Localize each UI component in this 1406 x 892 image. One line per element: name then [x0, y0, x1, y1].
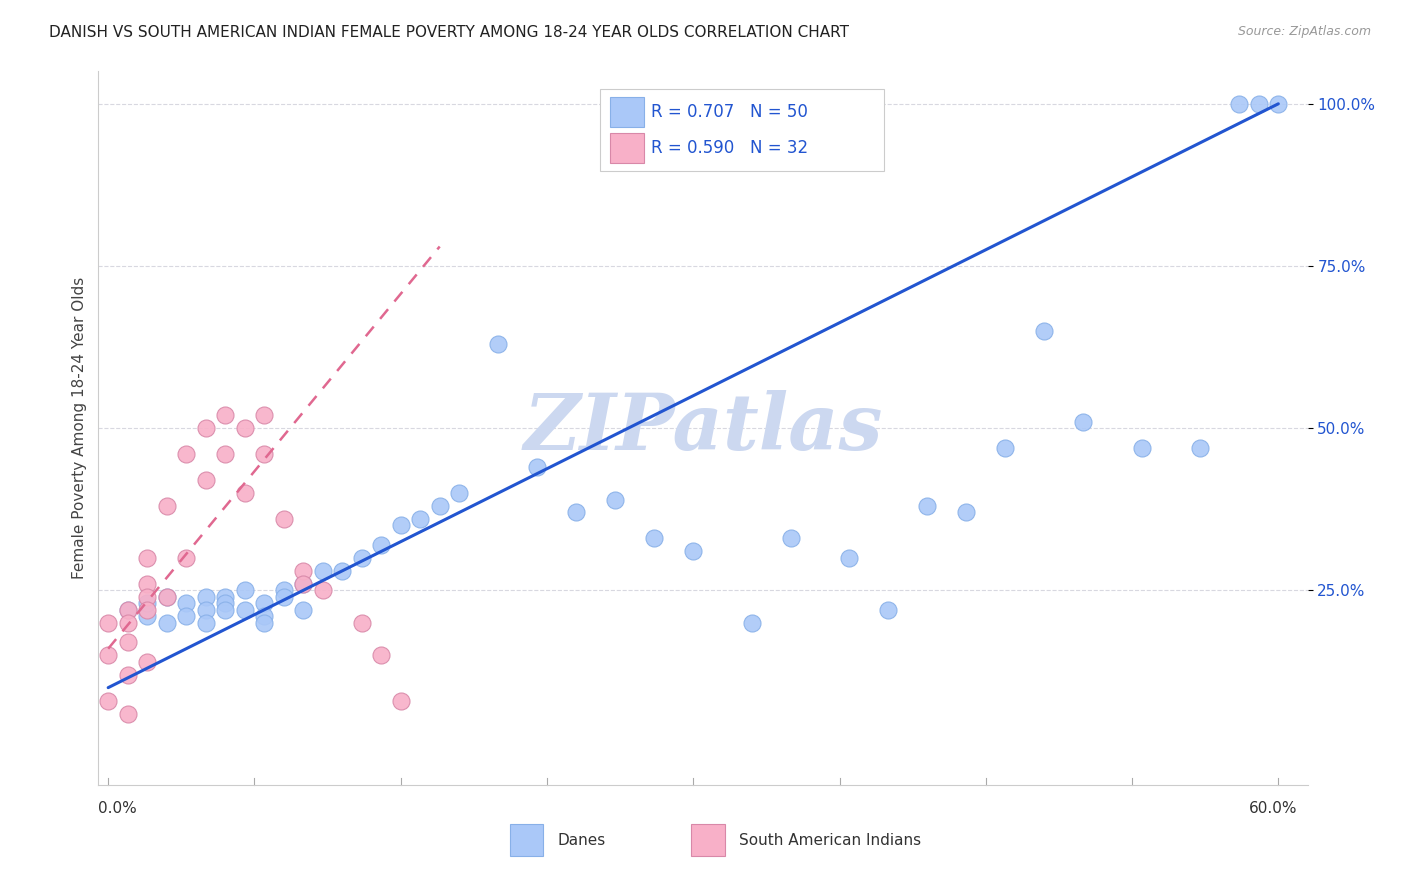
Text: ZIPatlas: ZIPatlas — [523, 390, 883, 467]
FancyBboxPatch shape — [610, 133, 644, 162]
Point — [350, 615, 373, 630]
Point — [156, 590, 179, 604]
Point — [273, 512, 295, 526]
Point — [350, 550, 373, 565]
Point — [174, 550, 197, 565]
Point — [214, 590, 236, 604]
Point — [1130, 441, 1153, 455]
Point — [136, 603, 159, 617]
Point — [253, 447, 276, 461]
FancyBboxPatch shape — [690, 824, 724, 856]
Point — [486, 336, 509, 351]
Point — [1247, 96, 1270, 111]
Point — [194, 615, 217, 630]
Point — [233, 421, 256, 435]
Point — [253, 596, 276, 610]
Point — [233, 603, 256, 617]
Point — [1033, 324, 1056, 338]
Point — [1189, 441, 1212, 455]
Point — [741, 615, 763, 630]
Text: R = 0.590   N = 32: R = 0.590 N = 32 — [651, 139, 808, 157]
Point — [565, 506, 588, 520]
Point — [117, 615, 139, 630]
Point — [955, 506, 977, 520]
Point — [1267, 96, 1289, 111]
Point — [429, 499, 451, 513]
Point — [136, 577, 159, 591]
Point — [273, 590, 295, 604]
Point — [117, 603, 139, 617]
Y-axis label: Female Poverty Among 18-24 Year Olds: Female Poverty Among 18-24 Year Olds — [72, 277, 87, 579]
Point — [779, 532, 801, 546]
Point — [136, 596, 159, 610]
Point — [194, 421, 217, 435]
Point — [643, 532, 665, 546]
Point — [292, 564, 315, 578]
Text: South American Indians: South American Indians — [740, 833, 921, 847]
Point — [449, 486, 471, 500]
Point — [156, 499, 179, 513]
Point — [136, 609, 159, 624]
Point — [174, 596, 197, 610]
Point — [389, 518, 412, 533]
Point — [682, 544, 704, 558]
Text: R = 0.707   N = 50: R = 0.707 N = 50 — [651, 103, 808, 121]
Point — [117, 667, 139, 681]
Point — [214, 408, 236, 422]
Point — [214, 603, 236, 617]
Text: DANISH VS SOUTH AMERICAN INDIAN FEMALE POVERTY AMONG 18-24 YEAR OLDS CORRELATION: DANISH VS SOUTH AMERICAN INDIAN FEMALE P… — [49, 25, 849, 40]
Point — [605, 492, 627, 507]
Point — [312, 564, 335, 578]
Point — [389, 693, 412, 707]
Text: Danes: Danes — [558, 833, 606, 847]
Point — [117, 706, 139, 721]
Text: 60.0%: 60.0% — [1250, 801, 1298, 816]
Point — [409, 512, 432, 526]
Point — [194, 590, 217, 604]
FancyBboxPatch shape — [509, 824, 543, 856]
Point — [97, 615, 120, 630]
Text: 0.0%: 0.0% — [98, 801, 138, 816]
Point — [174, 447, 197, 461]
Point — [917, 499, 939, 513]
Point — [292, 577, 315, 591]
Point — [330, 564, 353, 578]
Point — [194, 473, 217, 487]
Point — [117, 635, 139, 649]
Point — [136, 550, 159, 565]
Point — [994, 441, 1017, 455]
Point — [233, 486, 256, 500]
Point — [292, 603, 315, 617]
Point — [253, 408, 276, 422]
Point — [233, 583, 256, 598]
Point — [174, 609, 197, 624]
Point — [97, 648, 120, 663]
Point — [1227, 96, 1250, 111]
Point — [273, 583, 295, 598]
Point — [370, 538, 392, 552]
Point — [312, 583, 335, 598]
Point — [253, 615, 276, 630]
Point — [97, 693, 120, 707]
Point — [292, 577, 315, 591]
Point — [156, 590, 179, 604]
Point — [253, 609, 276, 624]
Point — [136, 590, 159, 604]
Point — [526, 460, 548, 475]
Point — [214, 596, 236, 610]
FancyBboxPatch shape — [600, 89, 884, 171]
Point — [194, 603, 217, 617]
Point — [838, 550, 860, 565]
Point — [136, 655, 159, 669]
FancyBboxPatch shape — [610, 97, 644, 127]
Point — [370, 648, 392, 663]
Point — [156, 615, 179, 630]
Point — [1071, 415, 1094, 429]
Point — [877, 603, 900, 617]
Point — [117, 603, 139, 617]
Point — [214, 447, 236, 461]
Text: Source: ZipAtlas.com: Source: ZipAtlas.com — [1237, 25, 1371, 38]
